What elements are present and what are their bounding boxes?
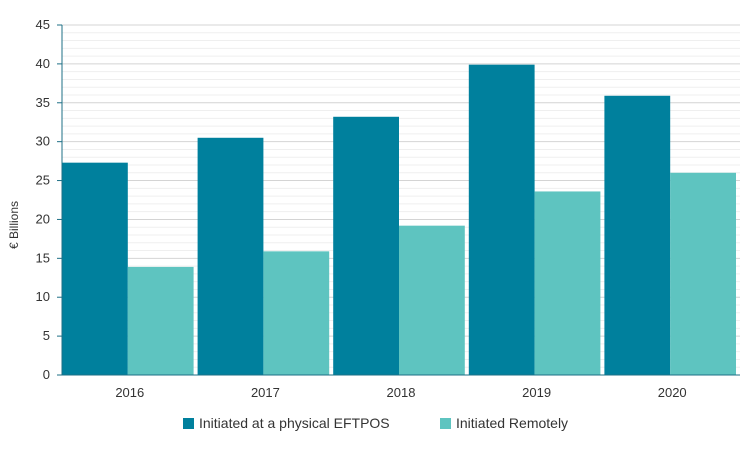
y-tick-label: 25 <box>36 173 50 188</box>
y-tick-label: 45 <box>36 17 50 32</box>
bar-remote-2018 <box>399 225 465 375</box>
bars <box>62 64 736 376</box>
legend-label: Initiated at a physical EFTPOS <box>199 415 390 431</box>
bar-remote-2019 <box>534 191 601 375</box>
legend-label: Initiated Remotely <box>456 415 568 431</box>
x-tick-label: 2019 <box>522 385 551 400</box>
bar-physical-eftpos-2016 <box>62 162 128 375</box>
y-tick-label: 0 <box>43 367 50 382</box>
y-tick-label: 5 <box>43 328 50 343</box>
x-tick-label: 2018 <box>387 385 416 400</box>
bar-physical-eftpos-2019 <box>468 64 535 376</box>
legend: Initiated at a physical EFTPOS Initiated … <box>183 415 568 431</box>
y-tick-label: 20 <box>36 211 50 226</box>
x-tick-labels: 2016 2017 2018 2019 2020 <box>115 385 686 400</box>
y-tick-label: 35 <box>36 95 50 110</box>
x-tick-label: 2017 <box>251 385 280 400</box>
bar-physical-eftpos-2020 <box>604 95 671 376</box>
y-tick-label: 30 <box>36 134 50 149</box>
bar-remote-2020 <box>670 172 736 375</box>
bar-remote-2016 <box>127 266 194 375</box>
legend-swatch <box>440 418 451 429</box>
legend-swatch <box>183 418 194 429</box>
y-tick-label: 10 <box>36 289 50 304</box>
bar-physical-eftpos-2018 <box>333 116 399 376</box>
y-tick-label: 40 <box>36 56 50 71</box>
y-axis-title: € Billions <box>7 201 21 249</box>
axes <box>57 24 740 376</box>
x-tick-label: 2016 <box>115 385 144 400</box>
bar-physical-eftpos-2017 <box>197 137 264 375</box>
x-tick-label: 2020 <box>658 385 687 400</box>
bar-remote-2017 <box>263 251 330 375</box>
y-tick-label: 15 <box>36 250 50 265</box>
y-tick-labels: 0 5 10 15 20 25 30 35 40 45 <box>36 17 50 382</box>
